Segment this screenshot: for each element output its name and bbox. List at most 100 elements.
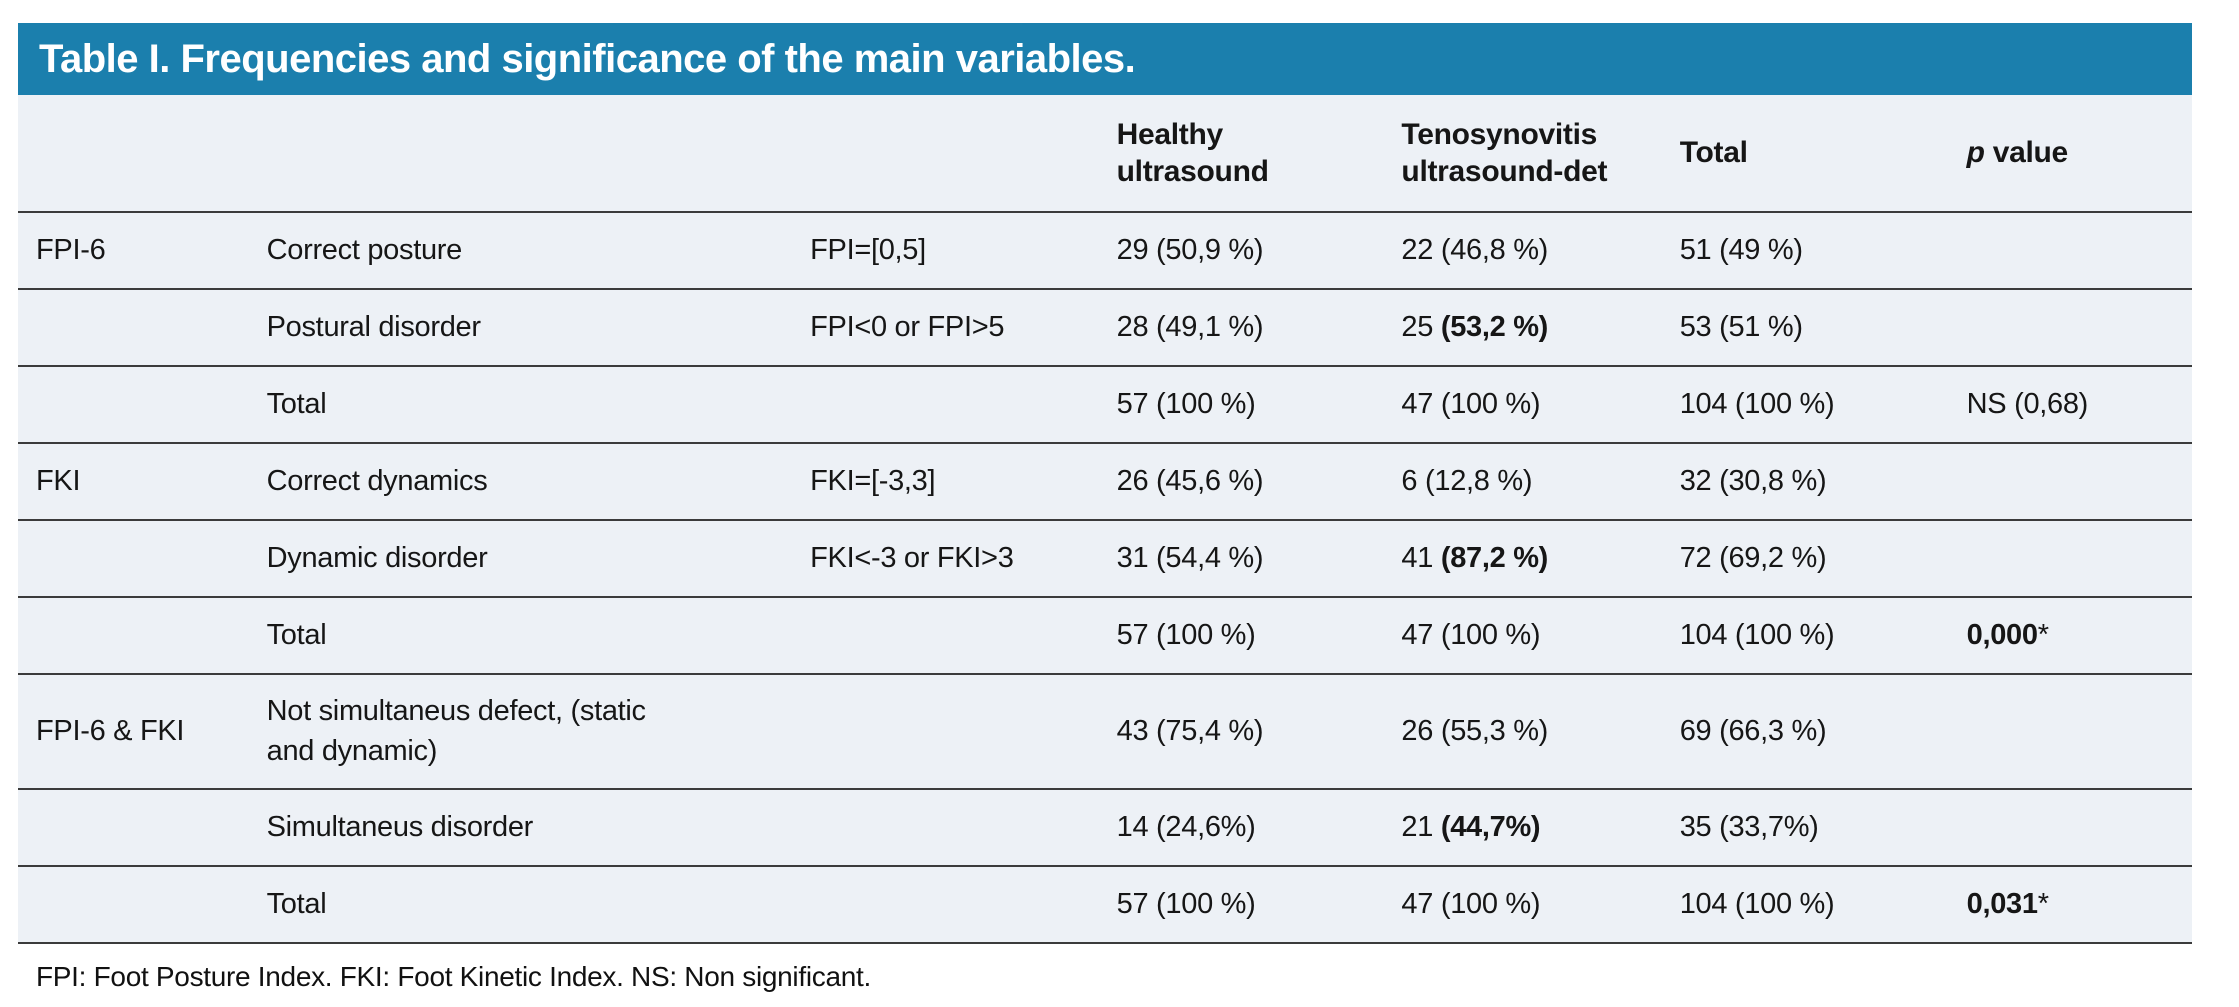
header-row: Healthy ultrasound Tenosynovitis ultraso… (18, 95, 2192, 213)
cell-healthy: 43 (75,4 %) (1100, 674, 1386, 790)
table-row: Simultaneus disorder 14 (24,6%) 21 (44,7… (18, 789, 2192, 867)
table-row: Dynamic disorder FKI<-3 or FKI>3 31 (54,… (18, 520, 2192, 598)
cell-label: Correct dynamics (250, 443, 795, 521)
cell-p-value (1950, 520, 2192, 598)
column-header-criteria (794, 95, 1101, 213)
frequencies-table: Healthy ultrasound Tenosynovitis ultraso… (18, 95, 2192, 944)
cell-healthy: 28 (49,1 %) (1100, 289, 1386, 367)
cell-criteria (794, 866, 1101, 944)
cell-healthy: 57 (100 %) (1100, 366, 1386, 444)
cell-label: Total (250, 366, 795, 444)
cell-total: 53 (51 %) (1663, 289, 1951, 367)
cell-group (18, 789, 251, 867)
cell-tenosynovitis: 6 (12,8 %) (1385, 443, 1664, 521)
cell-p-value: 0,031* (1950, 866, 2192, 944)
p-asterisk: * (2037, 888, 2049, 920)
cell-label: Not simultaneus defect, (static and dyna… (250, 674, 795, 790)
cell-label: Simultaneus disorder (250, 789, 795, 867)
p-normal: NS (0,68) (1966, 388, 2089, 420)
p-bold: 0,000 (1966, 619, 2038, 651)
table-row: Total 57 (100 %) 47 (100 %) 104 (100 %) … (18, 597, 2192, 675)
teno-bold-value: (87,2 %) (1440, 542, 1549, 574)
cell-healthy: 26 (45,6 %) (1100, 443, 1386, 521)
p-italic: p (1966, 136, 1985, 170)
cell-criteria (794, 597, 1101, 675)
table-title-bar: Table I. Frequencies and significance of… (18, 23, 2192, 95)
teno-value: 21 (1401, 811, 1441, 843)
cell-group: FPI-6 & FKI (18, 674, 251, 790)
table-row: Postural disorder FPI<0 or FPI>5 28 (49,… (18, 289, 2192, 367)
table-figure: Table I. Frequencies and significance of… (18, 23, 2192, 993)
table-row: Total 57 (100 %) 47 (100 %) 104 (100 %) … (18, 866, 2192, 944)
cell-p-value (1950, 674, 2192, 790)
cell-group (18, 366, 251, 444)
cell-criteria (794, 789, 1101, 867)
cell-healthy: 57 (100 %) (1100, 866, 1386, 944)
cell-total: 32 (30,8 %) (1663, 443, 1951, 521)
p-rest: value (1984, 136, 2069, 170)
table-row: FKI Correct dynamics FKI=[-3,3] 26 (45,6… (18, 443, 2192, 521)
cell-p-value (1950, 443, 2192, 521)
cell-label: Dynamic disorder (250, 520, 795, 598)
table-title: Table I. Frequencies and significance of… (39, 36, 1136, 81)
column-header-label (250, 95, 795, 213)
cell-group (18, 597, 251, 675)
cell-total: 104 (100 %) (1663, 597, 1951, 675)
teno-bold-value: (44,7%) (1440, 811, 1541, 843)
cell-label: Correct posture (250, 212, 795, 290)
cell-p-value (1950, 789, 2192, 867)
cell-total: 72 (69,2 %) (1663, 520, 1951, 598)
cell-group (18, 520, 251, 598)
cell-p-value: 0,000* (1950, 597, 2192, 675)
cell-group: FKI (18, 443, 251, 521)
cell-criteria: FKI<-3 or FKI>3 (794, 520, 1101, 598)
column-header-tenosynovitis: Tenosynovitis ultrasound-det (1385, 95, 1664, 213)
p-bold: 0,031 (1966, 888, 2038, 920)
cell-total: 69 (66,3 %) (1663, 674, 1951, 790)
cell-label: Postural disorder (250, 289, 795, 367)
column-header-group (18, 95, 251, 213)
cell-healthy: 57 (100 %) (1100, 597, 1386, 675)
cell-group: FPI-6 (18, 212, 251, 290)
cell-tenosynovitis: 47 (100 %) (1385, 597, 1664, 675)
cell-criteria (794, 674, 1101, 790)
teno-value: 6 (12,8 %) (1401, 465, 1533, 497)
cell-p-value (1950, 289, 2192, 367)
cell-tenosynovitis: 41 (87,2 %) (1385, 520, 1664, 598)
cell-total: 51 (49 %) (1663, 212, 1951, 290)
cell-criteria (794, 366, 1101, 444)
teno-value: 26 (55,3 %) (1401, 714, 1549, 747)
cell-tenosynovitis: 21 (44,7%) (1385, 789, 1664, 867)
cell-healthy: 29 (50,9 %) (1100, 212, 1386, 290)
cell-total: 104 (100 %) (1663, 866, 1951, 944)
teno-value: 47 (100 %) (1401, 888, 1541, 920)
column-header-total: Total (1663, 95, 1951, 213)
column-header-healthy: Healthy ultrasound (1100, 95, 1386, 213)
table-footnote: FPI: Foot Posture Index. FKI: Foot Kinet… (36, 961, 871, 992)
cell-p-value (1950, 212, 2192, 290)
cell-total: 35 (33,7%) (1663, 789, 1951, 867)
cell-group (18, 866, 251, 944)
teno-value: 22 (46,8 %) (1401, 234, 1549, 266)
table-row: Total 57 (100 %) 47 (100 %) 104 (100 %) … (18, 366, 2192, 444)
cell-healthy: 31 (54,4 %) (1100, 520, 1386, 598)
cell-label: Total (250, 597, 795, 675)
cell-group (18, 289, 251, 367)
cell-criteria: FPI<0 or FPI>5 (794, 289, 1101, 367)
cell-tenosynovitis: 22 (46,8 %) (1385, 212, 1664, 290)
cell-total: 104 (100 %) (1663, 366, 1951, 444)
cell-tenosynovitis: 47 (100 %) (1385, 366, 1664, 444)
column-header-p-value: p value (1950, 95, 2192, 213)
teno-value: 25 (1401, 311, 1441, 343)
table-row: FPI-6 & FKI Not simultaneus defect, (sta… (18, 674, 2192, 790)
cell-criteria: FKI=[-3,3] (794, 443, 1101, 521)
cell-tenosynovitis: 47 (100 %) (1385, 866, 1664, 944)
cell-tenosynovitis: 26 (55,3 %) (1385, 674, 1664, 790)
teno-bold-value: (53,2 %) (1440, 311, 1549, 343)
teno-value: 41 (1401, 542, 1441, 574)
cell-healthy: 14 (24,6%) (1100, 789, 1386, 867)
teno-value: 47 (100 %) (1401, 619, 1541, 651)
table-row: FPI-6 Correct posture FPI=[0,5] 29 (50,9… (18, 212, 2192, 290)
cell-tenosynovitis: 25 (53,2 %) (1385, 289, 1664, 367)
teno-value: 47 (100 %) (1401, 388, 1541, 420)
